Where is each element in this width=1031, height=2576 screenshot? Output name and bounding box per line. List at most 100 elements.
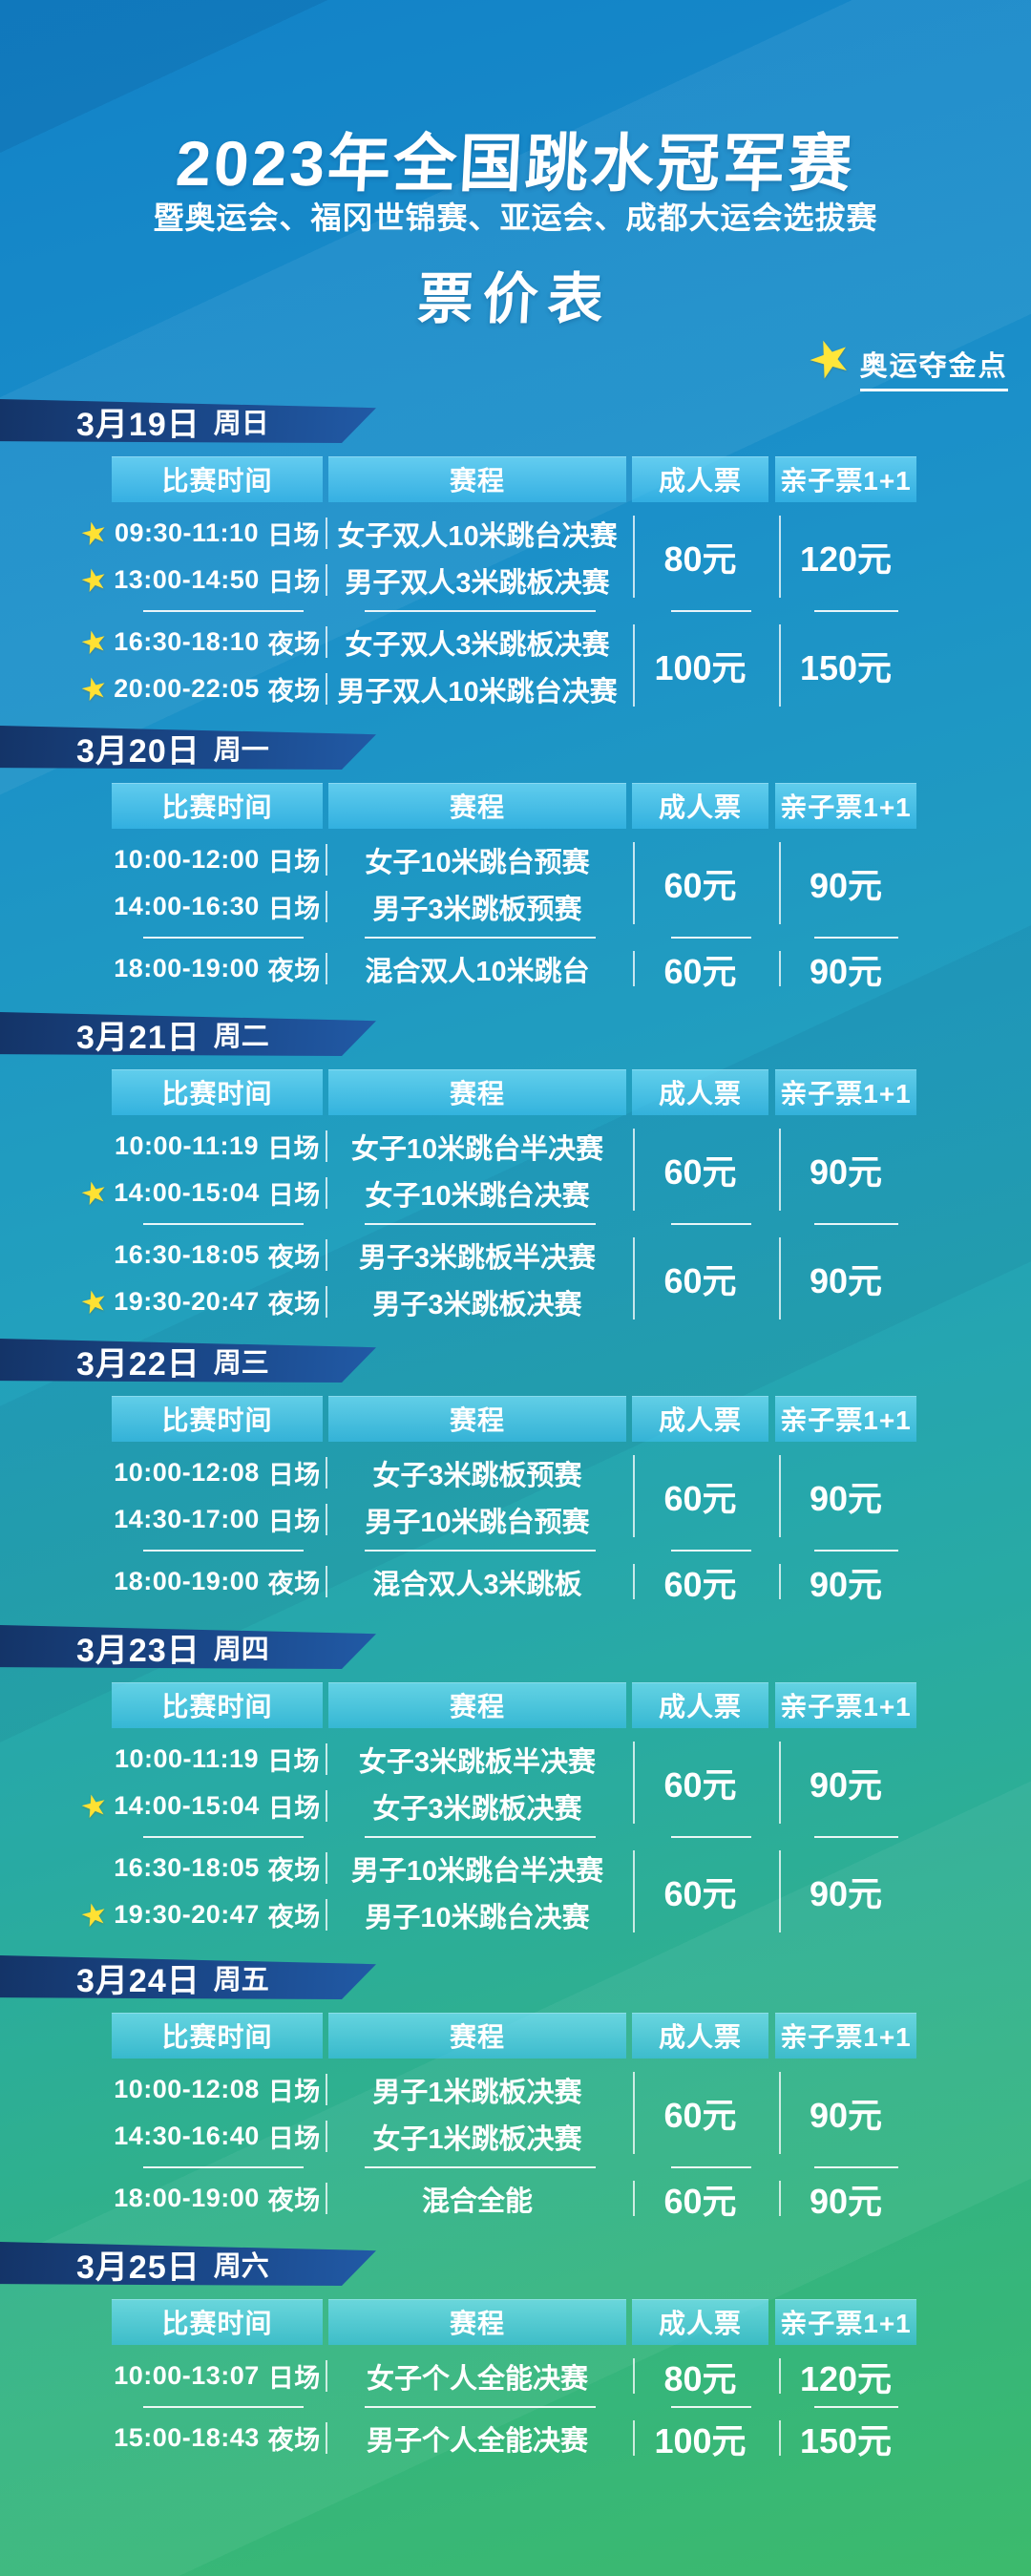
- table-row: ★ 19:30-20:47 夜场 男子3米跳板决赛: [0, 1278, 1031, 1325]
- group-separator: [0, 1543, 1031, 1558]
- cell-adult-price: 100元: [654, 2420, 747, 2460]
- cell-time: 20:00-22:05 夜场: [112, 665, 323, 712]
- group-separator: [0, 2160, 1031, 2175]
- cell-time: 10:00-12:08 日场: [112, 2066, 323, 2113]
- col-header-family: 亲子票1+1: [775, 2013, 916, 2059]
- separator-line: [814, 1550, 898, 1552]
- cell-family-price: 150元: [799, 648, 893, 687]
- cell-event: 男子10米跳台决赛: [365, 1902, 590, 1933]
- time-range: 14:30-17:00: [114, 1505, 260, 1533]
- table-row: ★ 16:30-18:10 夜场 女子双人3米跳板决赛: [0, 619, 1031, 665]
- separator-line: [671, 1223, 751, 1225]
- cell-time: 18:00-19:00 夜场: [112, 1558, 323, 1605]
- column-divider: [326, 564, 327, 596]
- table-body: 10:00-12:08 日场 女子3米跳板预赛 14:30-17:00 日场 男子10米跳…: [0, 1449, 1031, 1605]
- time-range: 10:00-12:00: [114, 845, 260, 874]
- day-date: 3月21日: [76, 1019, 200, 1056]
- separator-line: [143, 1223, 304, 1225]
- day-banner: 3月22日 周三: [0, 1339, 376, 1383]
- table-header-row: 比赛时间 赛程 成人票 亲子票1+1: [0, 2299, 1031, 2345]
- cell-event: 女子3米跳板预赛: [372, 1460, 582, 1491]
- column-divider: [326, 1790, 327, 1822]
- gold-star-icon: ★: [76, 1280, 112, 1321]
- column-divider: [633, 2420, 635, 2456]
- column-divider: [326, 2422, 327, 2454]
- column-divider: [326, 517, 327, 549]
- col-header-time: 比赛时间: [112, 2299, 323, 2345]
- row-group: 10:00-12:08 日场 女子3米跳板预赛 14:30-17:00 日场 男子10米跳…: [0, 1449, 1031, 1543]
- cell-time: 19:30-20:47 夜场: [112, 1278, 323, 1325]
- cell-time: 10:00-11:19 日场: [112, 1736, 323, 1783]
- cell-time: 14:30-16:40 日场: [112, 2113, 323, 2160]
- column-divider: [633, 951, 635, 986]
- col-header-event: 赛程: [328, 2299, 626, 2345]
- separator-line: [671, 1836, 751, 1838]
- column-divider: [326, 1743, 327, 1775]
- column-divider: [779, 1850, 781, 1932]
- cell-adult-price: 60元: [663, 1564, 737, 1604]
- col-header-event: 赛程: [328, 456, 626, 502]
- column-divider: [326, 626, 327, 658]
- col-header-event: 赛程: [328, 1396, 626, 1442]
- group-separator: [0, 1216, 1031, 1232]
- column-divider: [326, 2121, 327, 2152]
- separator-line: [671, 610, 751, 612]
- separator-line: [814, 1223, 898, 1225]
- time-range: 20:00-22:05: [114, 674, 260, 703]
- cell-time: 15:00-18:43 夜场: [112, 2415, 323, 2461]
- cell-time: 14:00-15:04 日场: [112, 1170, 323, 1216]
- separator-line: [671, 2166, 751, 2168]
- column-divider: [326, 1177, 327, 1209]
- session-label: 日场: [267, 2078, 321, 2106]
- col-header-family: 亲子票1+1: [775, 1682, 916, 1728]
- session-label: 夜场: [267, 1856, 321, 1885]
- cell-family-price: 90元: [809, 1261, 883, 1300]
- table-row: 10:00-13:07 日场 女子个人全能决赛: [0, 2353, 1031, 2399]
- column-divider: [633, 842, 635, 924]
- column-divider: [779, 2420, 781, 2456]
- separator-line: [671, 2406, 751, 2408]
- cell-event: 男子3米跳板半决赛: [358, 1242, 597, 1274]
- session-label: 日场: [267, 1181, 321, 1210]
- time-range: 09:30-11:10: [114, 518, 260, 547]
- cell-time: 19:30-20:47 夜场: [112, 1891, 323, 1938]
- cell-time: 18:00-19:00 夜场: [112, 945, 323, 992]
- column-divider: [779, 1129, 781, 1211]
- cell-family-price: 150元: [799, 2420, 893, 2460]
- time-range: 18:00-19:00: [114, 2184, 260, 2212]
- table-row: ★ 13:00-14:50 日场 男子双人3米跳板决赛: [0, 557, 1031, 603]
- cell-time: 10:00-11:19 日场: [112, 1123, 323, 1170]
- cell-event: 混合双人3米跳板: [372, 1569, 582, 1600]
- table-row: 16:30-18:05 夜场 男子10米跳台半决赛: [0, 1845, 1031, 1891]
- time-range: 10:00-12:08: [114, 2075, 260, 2103]
- cell-family-price: 90元: [809, 951, 883, 991]
- cell-adult-price: 60元: [663, 1765, 737, 1805]
- separator-line: [143, 937, 304, 939]
- table-row: ★ 20:00-22:05 夜场 男子双人10米跳台决赛: [0, 665, 1031, 712]
- column-divider: [326, 1852, 327, 1884]
- separator-line: [365, 1836, 596, 1838]
- separator-line: [814, 610, 898, 612]
- session-label: 日场: [267, 1461, 321, 1489]
- column-divider: [633, 1742, 635, 1824]
- gold-star-icon: ★: [76, 667, 112, 708]
- time-range: 19:30-20:47: [114, 1900, 260, 1929]
- session-label: 日场: [267, 568, 321, 597]
- table-row: 14:00-16:30 日场 男子3米跳板预赛: [0, 883, 1031, 930]
- table-row: ★ 14:00-15:04 日场 女子3米跳板决赛: [0, 1783, 1031, 1829]
- column-divider: [326, 1239, 327, 1271]
- table-body: 10:00-11:19 日场 女子10米跳台半决赛 ★ 14:00-15:04 日场 女子1…: [0, 1123, 1031, 1325]
- page-title: 2023年全国跳水冠军赛: [174, 128, 857, 199]
- session-label: 夜场: [267, 957, 321, 985]
- cell-event: 女子双人3米跳板决赛: [345, 629, 610, 661]
- day-banner: 3月20日 周一: [0, 726, 376, 770]
- session-label: 夜场: [267, 1290, 321, 1319]
- separator-line: [814, 2406, 898, 2408]
- table-row: 18:00-19:00 夜场 混合全能: [0, 2175, 1031, 2222]
- table-row: 14:30-17:00 日场 男子10米跳台预赛: [0, 1496, 1031, 1543]
- group-separator: [0, 2399, 1031, 2415]
- time-range: 16:30-18:10: [114, 627, 260, 656]
- session-label: 日场: [267, 895, 321, 923]
- session-label: 夜场: [267, 1243, 321, 1272]
- day-date: 3月23日: [76, 1632, 200, 1669]
